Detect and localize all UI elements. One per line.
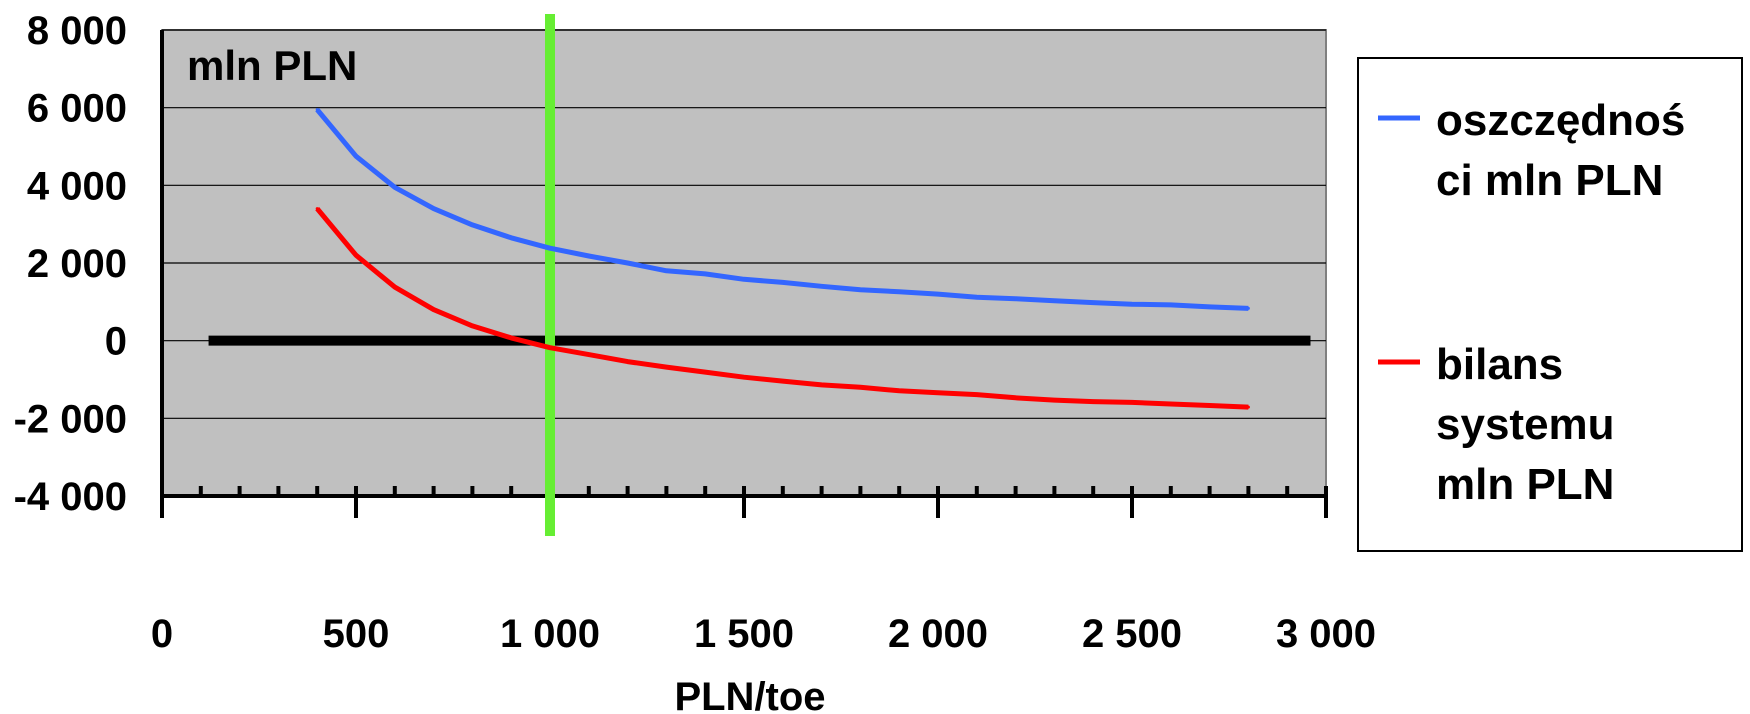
data-point-1 bbox=[664, 365, 668, 369]
data-point-1 bbox=[354, 253, 358, 257]
x-axis-title: PLN/toe bbox=[674, 675, 825, 714]
data-point-0 bbox=[897, 290, 901, 294]
legend-label-1: bilans bbox=[1436, 340, 1563, 389]
y-tick-label: 0 bbox=[105, 320, 127, 364]
data-point-1 bbox=[626, 360, 630, 364]
legend-label-0: oszczędnoś bbox=[1436, 96, 1685, 145]
data-point-1 bbox=[1091, 400, 1095, 404]
data-point-1 bbox=[393, 285, 397, 289]
data-point-0 bbox=[548, 246, 552, 250]
data-point-1 bbox=[1208, 404, 1212, 408]
data-point-1 bbox=[703, 370, 707, 374]
legend-label-0: ci mln PLN bbox=[1436, 156, 1663, 205]
series-lines bbox=[315, 108, 1250, 410]
data-point-1 bbox=[742, 375, 746, 379]
data-point-0 bbox=[1091, 301, 1095, 305]
legend-items: oszczędnoś ci mln PLN bilans systemu mln PLN bbox=[1378, 96, 1685, 509]
data-point-1 bbox=[897, 389, 901, 393]
data-point-1 bbox=[587, 353, 591, 357]
data-point-1 bbox=[1014, 396, 1018, 400]
data-point-0 bbox=[626, 261, 630, 265]
x-tick-label: 1 500 bbox=[694, 612, 794, 656]
data-point-1 bbox=[432, 308, 436, 312]
data-point-1 bbox=[820, 383, 824, 387]
y-tick-label: 4 000 bbox=[27, 164, 127, 208]
data-point-0 bbox=[1169, 303, 1173, 307]
data-point-0 bbox=[1014, 297, 1018, 301]
y-tick-label: -4 000 bbox=[14, 475, 127, 519]
y-tick-label: 8 000 bbox=[27, 9, 127, 53]
x-tick-label: 0 bbox=[151, 612, 173, 656]
unit-label: mln PLN bbox=[187, 42, 357, 89]
data-point-0 bbox=[1246, 306, 1250, 310]
x-tick-label: 3 000 bbox=[1276, 612, 1376, 656]
data-point-0 bbox=[820, 284, 824, 288]
data-point-0 bbox=[354, 154, 358, 158]
data-point-0 bbox=[936, 292, 940, 296]
x-tick-label: 2 000 bbox=[888, 612, 988, 656]
reference-lines bbox=[208, 14, 1311, 536]
legend-label-1: mln PLN bbox=[1436, 460, 1614, 509]
data-point-1 bbox=[1130, 400, 1134, 404]
legend: oszczędnoś ci mln PLN bilans systemu mln PLN bbox=[1357, 57, 1743, 552]
data-point-0 bbox=[315, 108, 319, 112]
data-point-0 bbox=[470, 223, 474, 227]
data-point-0 bbox=[975, 295, 979, 299]
data-point-1 bbox=[548, 346, 552, 350]
data-point-0 bbox=[509, 236, 513, 240]
y-tick-label: -2 000 bbox=[14, 397, 127, 441]
data-point-0 bbox=[781, 280, 785, 284]
data-point-1 bbox=[858, 385, 862, 389]
x-tick-label: 1 000 bbox=[500, 612, 600, 656]
data-point-1 bbox=[509, 336, 513, 340]
x-tick-label: 500 bbox=[323, 612, 390, 656]
data-point-1 bbox=[315, 207, 319, 211]
legend-label-1: systemu bbox=[1436, 400, 1615, 449]
data-point-1 bbox=[936, 391, 940, 395]
data-point-0 bbox=[1208, 305, 1212, 309]
data-point-0 bbox=[393, 185, 397, 189]
legend-box bbox=[1357, 57, 1743, 552]
data-point-1 bbox=[1052, 398, 1056, 402]
y-tick-label: 2 000 bbox=[27, 242, 127, 286]
data-point-1 bbox=[975, 393, 979, 397]
y-tick-label: 6 000 bbox=[27, 87, 127, 131]
data-point-0 bbox=[432, 207, 436, 211]
data-point-0 bbox=[1130, 302, 1134, 306]
data-point-0 bbox=[742, 277, 746, 281]
data-point-1 bbox=[1169, 402, 1173, 406]
data-point-1 bbox=[470, 324, 474, 328]
data-point-1 bbox=[1246, 405, 1250, 409]
data-point-0 bbox=[703, 272, 707, 276]
tick-labels: 8 000 6 000 4 000 2 000 0 -2 000 -4 000 0 500 1 0… bbox=[14, 9, 1376, 656]
data-point-0 bbox=[858, 288, 862, 292]
data-point-0 bbox=[587, 254, 591, 258]
data-point-0 bbox=[664, 269, 668, 273]
data-point-1 bbox=[781, 379, 785, 383]
x-tick-label: 2 500 bbox=[1082, 612, 1182, 656]
data-point-0 bbox=[1052, 299, 1056, 303]
